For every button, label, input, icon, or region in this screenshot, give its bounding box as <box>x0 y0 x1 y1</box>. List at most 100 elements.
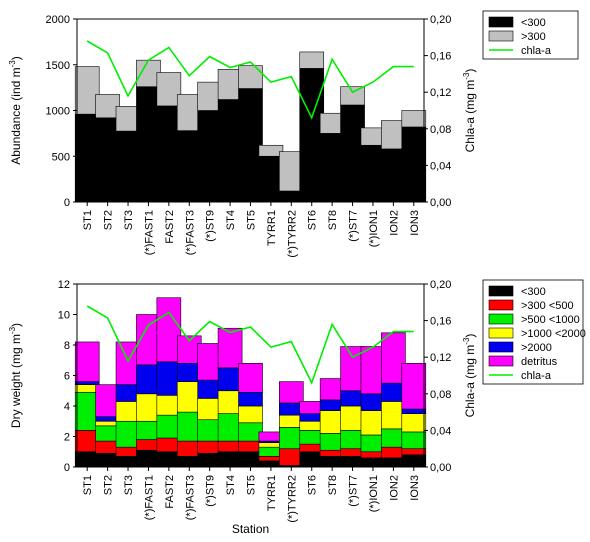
legend-swatch <box>488 16 514 28</box>
bar-segment <box>197 81 222 111</box>
bar-segment <box>238 391 263 407</box>
bar-segment <box>156 361 182 396</box>
x-tick-label: ST5 <box>246 475 258 495</box>
x-tick-label: TYRR1 <box>266 210 278 246</box>
bar-segment <box>401 413 427 433</box>
bar-segment <box>156 72 182 107</box>
bar-segment <box>401 454 427 468</box>
x-tick-label: ST8 <box>327 210 339 230</box>
y2-tick-label: 0,04 <box>430 160 451 172</box>
legend-swatch <box>488 355 514 367</box>
y-tick-label: 0 <box>64 462 70 474</box>
bar-segment <box>238 405 263 424</box>
bar-segment <box>360 346 386 395</box>
bar-segment <box>156 297 182 363</box>
y2-tick-label: 0,12 <box>430 87 451 99</box>
y-axis-title-end: ) <box>9 323 23 327</box>
abundance-chart: 0 500 1000 1500 2000 0,00 0,04 0,08 0,12 0,16 0,20… <box>8 10 579 258</box>
x-axis-title: Station <box>232 522 269 536</box>
y-tick-label: 10 <box>58 310 70 322</box>
y2-tick-label: 0,20 <box>430 279 451 291</box>
legend-swatch <box>488 327 514 339</box>
x-tick-label: (*)ION1 <box>368 475 380 512</box>
y-tick-label: 1000 <box>46 106 70 118</box>
x-tick-label: ST1 <box>82 475 94 495</box>
bar-segment <box>238 88 263 203</box>
y2-tick-label: 0,16 <box>430 316 451 328</box>
x-tick-label: ST8 <box>327 475 339 495</box>
x-tick-label: FAST2 <box>164 210 176 244</box>
chla-line <box>86 305 414 385</box>
x-tick-label: (*)FAST1 <box>143 475 155 520</box>
bar-segment <box>340 104 365 203</box>
bar-segment <box>238 65 263 89</box>
bar-segment <box>279 381 304 404</box>
legend-swatch <box>488 285 514 297</box>
bars-group <box>74 51 427 203</box>
bar-segment <box>115 106 141 132</box>
chla-line <box>86 40 414 120</box>
legend-label: chla-a <box>521 370 552 382</box>
x-tick-label: (*)TYRR2 <box>286 210 298 258</box>
x-tick-label: ION3 <box>409 475 421 501</box>
bar-segment <box>74 113 100 203</box>
legend-label: <300 <box>521 17 546 29</box>
y-axis-title-text: Abundance (ind m <box>9 67 23 164</box>
bar-segment <box>401 126 427 203</box>
x-tick-label: ION2 <box>388 475 400 501</box>
x-tick-label: ST1 <box>82 210 94 230</box>
y2-tick-label: 0,08 <box>430 124 451 136</box>
legend-swatch <box>488 30 514 42</box>
legend-label: >500 <1000 <box>521 314 580 326</box>
x-tick-label: ST4 <box>225 210 237 230</box>
x-tick-label: ST3 <box>123 210 135 230</box>
y2-axis-title: Chla-a (mg m-3) <box>462 334 477 418</box>
bars-group <box>74 297 427 468</box>
y-axis-title: Abundance (ind m-3) <box>8 56 23 165</box>
x-tick-label: (*)FAST3 <box>184 210 196 255</box>
y-tick-label: 500 <box>52 151 70 163</box>
legend: <300 >300 chla-a <box>482 10 579 60</box>
legend: <300 >300 <500 >500 <1000 >1000 <2000 >2000 d… <box>482 279 586 385</box>
y-axis-title: Dry weight (mg m-3) <box>8 323 23 428</box>
x-tick-label: ION2 <box>388 210 400 236</box>
y2-tick-label: 0,16 <box>430 51 451 63</box>
bar-segment <box>115 341 141 385</box>
x-tick-label: ST6 <box>307 210 319 230</box>
bar-segment <box>217 99 243 203</box>
y2-tick-label: 0,00 <box>430 462 451 474</box>
bar-segment <box>299 51 325 69</box>
y-tick-label: 1500 <box>46 60 70 72</box>
bar-segment <box>74 341 100 382</box>
x-tick-label: (*)ION1 <box>368 210 380 247</box>
bar-segment <box>319 133 345 203</box>
x-tick-label: (*)ST9 <box>205 475 217 507</box>
bar-segment <box>299 68 325 203</box>
x-tick-label: ST6 <box>307 475 319 495</box>
bar-segment <box>360 410 386 436</box>
bar-segment <box>74 381 100 385</box>
legend-swatch <box>488 341 514 353</box>
y-tick-label: 6 <box>64 371 70 383</box>
x-tick-label: TYRR1 <box>266 475 278 511</box>
y2-axis-title-text: Chla-a (mg m <box>463 345 477 418</box>
dry-weight-chart: 0 2 4 6 8 10 12 0,00 0,04 0,08 0,12 0,16 0,20 ST1 ST2 S… <box>8 279 586 536</box>
bar-segment <box>217 327 243 369</box>
y2-axis-title-sup: -3 <box>462 72 471 80</box>
x-tick-label: ST3 <box>123 475 135 495</box>
bar-segment <box>401 408 427 414</box>
x-tick-label: (*)FAST1 <box>143 210 155 255</box>
bar-segment <box>401 448 427 456</box>
y2-tick-label: 0,20 <box>430 14 451 26</box>
y2-axis-title-end: ) <box>463 334 477 338</box>
x-tick-label: (*)FAST3 <box>184 475 196 520</box>
bar-segment <box>217 69 243 100</box>
bar-segment <box>115 420 141 448</box>
bar-segment <box>401 362 427 410</box>
y-tick-label: 2 <box>64 432 70 444</box>
bar-segment <box>95 384 120 417</box>
bar-segment <box>136 393 161 422</box>
x-tick-label: ION3 <box>409 210 421 236</box>
x-tick-label: (*)TYRR2 <box>286 475 298 523</box>
y-tick-label: 0 <box>64 197 70 209</box>
